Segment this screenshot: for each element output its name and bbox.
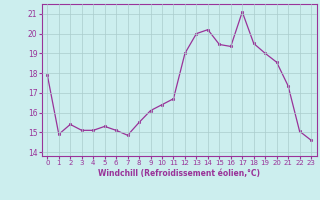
X-axis label: Windchill (Refroidissement éolien,°C): Windchill (Refroidissement éolien,°C) xyxy=(98,169,260,178)
